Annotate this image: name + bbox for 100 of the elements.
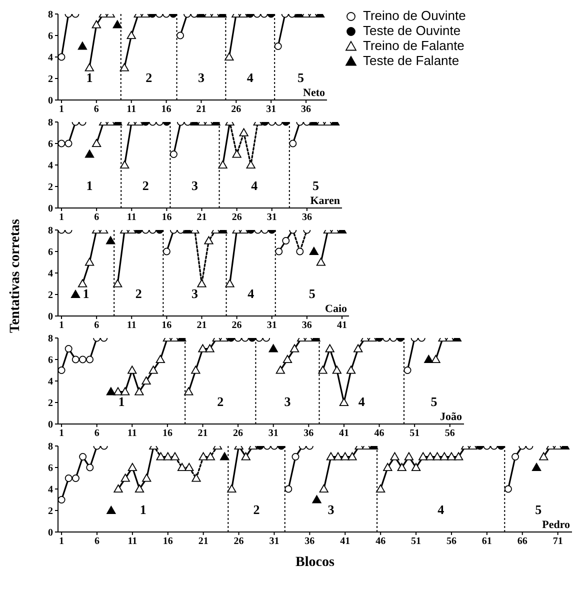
annotation: 2 — [252, 502, 261, 518]
x-tick-label: 26 — [233, 428, 244, 440]
annotation: 5 — [296, 70, 306, 86]
annotation: 3 — [196, 70, 206, 86]
annotation: 3 — [283, 394, 292, 410]
legend-label: Teste de Falante — [363, 53, 460, 68]
annotation: 2 — [134, 286, 143, 302]
x-tick-label: 11 — [126, 320, 136, 332]
x-tick-label: 36 — [304, 428, 314, 440]
annotation: 1 — [85, 178, 94, 194]
x-tick-label: 51 — [411, 536, 422, 548]
annotation: 2 — [144, 70, 154, 86]
annotation: 4 — [357, 394, 366, 410]
x-tick-label: 6 — [94, 320, 100, 332]
y-tick-label: 2 — [48, 290, 53, 302]
x-tick-label: 11 — [128, 536, 138, 548]
x-tick-label: 51 — [410, 428, 420, 440]
y-tick-label: 6 — [48, 355, 53, 366]
annotation: 1 — [82, 286, 90, 302]
x-tick-label: 31 — [266, 212, 277, 224]
y-tick-label: 8 — [48, 118, 53, 129]
y-tick-label: 2 — [48, 398, 53, 410]
x-tick-label: 46 — [374, 428, 384, 440]
x-tick-label: 56 — [444, 428, 455, 440]
annotation: 2 — [141, 178, 150, 194]
x-tick-label: 16 — [162, 536, 173, 548]
x-tick-label: 61 — [482, 536, 492, 548]
y-tick-label: 4 — [48, 268, 53, 280]
y-tick-label: 0 — [48, 420, 53, 431]
annotation: 4 — [250, 178, 259, 194]
y-tick-label: 2 — [48, 506, 53, 518]
x-tick-label: 36 — [304, 536, 315, 548]
annotation: Karen — [309, 195, 340, 208]
legend-label: Treino de Falante — [363, 38, 464, 53]
annotation: 1 — [117, 394, 126, 410]
x-tick-label: 11 — [126, 212, 136, 224]
x-tick-label: 11 — [127, 428, 137, 440]
x-tick-label: 31 — [266, 104, 276, 116]
x-tick-label: 36 — [302, 320, 312, 332]
annotation: 3 — [190, 286, 199, 302]
annotation: 1 — [85, 70, 94, 86]
x-tick-label: 41 — [338, 428, 349, 440]
x-tick-label: 21 — [196, 320, 207, 332]
x-tick-label: 26 — [232, 212, 242, 224]
x-tick-label: 26 — [232, 320, 242, 332]
x-tick-label: 21 — [196, 212, 207, 224]
annotation: 3 — [190, 178, 199, 194]
annotation: João — [439, 411, 462, 424]
x-tick-label: 1 — [59, 536, 64, 548]
x-tick-label: 6 — [94, 428, 100, 440]
y-tick-label: 6 — [48, 31, 53, 42]
x-tick-label: 71 — [552, 536, 563, 548]
y-tick-label: 6 — [48, 247, 53, 258]
x-tick-label: 41 — [336, 320, 347, 332]
annotation: 5 — [534, 502, 543, 518]
x-tick-label: 21 — [198, 428, 208, 440]
annotation: Neto — [302, 87, 325, 100]
annotation: 4 — [436, 502, 446, 518]
legend-label: Teste de Ouvinte — [363, 23, 461, 38]
annotation: 5 — [430, 394, 438, 410]
x-tick-label: 26 — [231, 104, 242, 116]
x-tick-label: 1 — [58, 104, 64, 116]
y-tick-label: 8 — [48, 334, 53, 345]
x-tick-label: 6 — [94, 104, 99, 116]
annotation: 5 — [308, 286, 316, 302]
y-tick-label: 0 — [48, 528, 53, 539]
x-tick-label: 46 — [376, 536, 386, 548]
x-tick-label: 16 — [162, 212, 172, 224]
x-axis-title: Blocos — [296, 555, 335, 570]
y-tick-label: 6 — [48, 463, 53, 474]
y-tick-label: 6 — [48, 139, 53, 150]
x-tick-label: 31 — [269, 536, 280, 548]
x-tick-label: 16 — [161, 104, 172, 116]
x-tick-label: 41 — [340, 536, 350, 548]
x-tick-label: 31 — [266, 320, 277, 332]
y-tick-label: 4 — [48, 160, 53, 172]
x-tick-label: 36 — [301, 104, 312, 116]
annotation: 1 — [138, 502, 148, 518]
x-tick-label: 6 — [94, 536, 100, 548]
y-tick-label: 4 — [48, 484, 53, 496]
annotation: 5 — [311, 178, 320, 194]
y-tick-label: 8 — [48, 442, 53, 453]
x-tick-label: 26 — [234, 536, 244, 548]
annotation: 4 — [246, 70, 254, 86]
y-tick-label: 8 — [48, 226, 53, 237]
x-tick-label: 1 — [59, 320, 64, 332]
y-axis-title: Tentativas corretas — [8, 218, 24, 335]
y-tick-label: 2 — [48, 182, 53, 194]
x-tick-label: 31 — [268, 428, 278, 440]
y-tick-label: 2 — [48, 74, 53, 86]
annotation: Pedro — [541, 519, 570, 532]
x-tick-label: 21 — [196, 104, 206, 116]
x-tick-label: 1 — [59, 428, 64, 440]
y-tick-label: 4 — [48, 376, 53, 388]
x-tick-label: 16 — [162, 320, 172, 332]
legend-label: Treino de Ouvinte — [363, 8, 466, 23]
annotation: 2 — [216, 394, 225, 410]
x-tick-label: 66 — [517, 536, 528, 548]
annotation: 4 — [246, 286, 256, 302]
y-tick-label: 0 — [48, 204, 53, 215]
